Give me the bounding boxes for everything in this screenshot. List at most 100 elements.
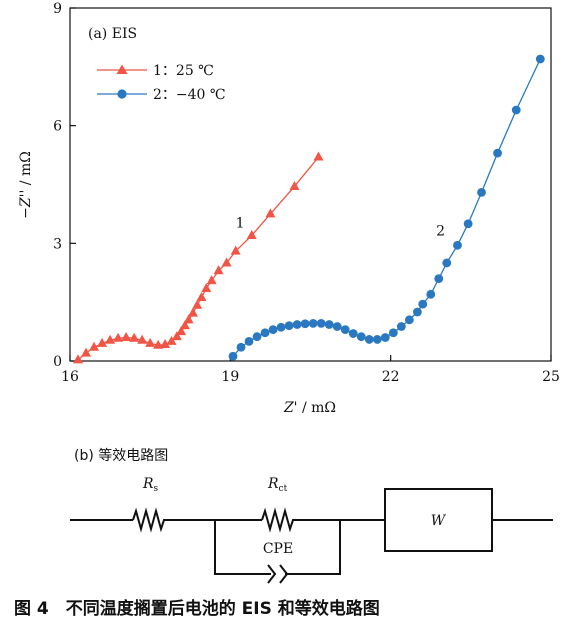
plot-frame [69,7,552,362]
series-1-point [145,337,156,347]
series-2-point [236,342,246,352]
series-2-point [300,319,310,329]
series-1-point [176,326,187,336]
resistor-rct-label-sub: ct [279,484,288,494]
series-1-point [97,337,108,347]
series-2-point [442,258,452,268]
series-2-point [356,332,366,342]
series-1-point [206,275,217,285]
series-2-point [463,219,473,229]
series-2-point [380,333,390,342]
warburg-label: W [431,513,447,529]
cpe-icon [267,564,289,584]
resistor-rs-label-main: R [142,476,154,492]
series-1-point [201,282,212,292]
series-2-point [477,187,486,197]
legend: 1：25 ℃ 2：−40 ℃ [97,63,226,103]
y-tick-label: 3 [53,236,62,252]
series-1-point [289,180,300,190]
series-label-1: 1 [236,216,245,232]
series-1-point [221,257,232,267]
series-label-2: 2 [436,223,445,239]
series-2-point [268,325,278,335]
series-2-point [434,274,444,284]
series-2-point [316,318,326,328]
series-1-point [313,151,324,161]
y-tick-label: 0 [53,354,62,370]
series-2-point [396,322,406,331]
series-2-point [260,328,270,338]
series-1-point [166,335,177,345]
series-2-point [308,318,318,328]
series-1-point [187,307,198,317]
resistor-rct-label-main: R [267,476,279,492]
series-2-point [276,322,286,332]
panel-title: (a) EIS [88,26,137,42]
series-2-point [412,307,422,317]
circuit-title: (b) 等效电路图 [74,447,168,464]
series-2-point [244,336,254,346]
series-1-point [137,334,148,344]
series-2-point [228,351,238,361]
series-2-point [493,148,502,158]
series-1-point [105,334,116,344]
resistor-rct-icon [261,507,296,533]
series-1-point [113,332,124,342]
legend-label-series-1: 1：25 ℃ [153,63,214,79]
series-1-point [183,314,194,324]
series-1-point [160,339,171,349]
series-1-point [192,299,203,309]
series-1-point [265,208,276,218]
x-axis-label: Z' / mΩ [283,400,336,416]
x-axis-label-main: Z' [283,400,298,416]
series-2-point [284,321,294,331]
series-1-point [153,339,164,349]
series-2-point [372,335,382,344]
series-1-point [81,347,92,357]
x-tick-label: 19 [221,369,239,385]
series-2-point [388,328,398,338]
series-2-point [511,105,521,115]
warburg-element-box [384,488,493,552]
legend-marker-series-2 [117,89,127,99]
axis-ticks: 16 19 22 25 0 3 6 9 [53,1,560,385]
resistor-rs-label-sub: s [154,484,159,494]
series-1-point [89,341,100,351]
x-tick-label: 25 [542,369,560,385]
series-2-point [252,332,262,342]
series-2-point [364,335,374,344]
series-2-point [535,54,545,64]
x-tick-label: 16 [61,369,79,385]
cpe-label: CPE [263,541,293,557]
y-axis-label-unit: / mΩ [18,151,34,190]
resistor-rs-icon [132,507,167,533]
series-1-point [171,331,182,341]
series-2-point [426,289,436,299]
x-axis-label-unit: / mΩ [298,400,337,416]
series-1-point [230,245,241,255]
equivalent-circuit: (b) 等效电路图 Rs Rct CPE W [70,447,553,584]
series-1-point [121,331,132,341]
series-2-point [418,299,428,309]
series-2-point [332,322,342,331]
y-axis-label-main: −Z'' [18,190,34,219]
series-1-point [246,229,257,239]
legend-label-series-2: 2：−40 ℃ [153,87,226,103]
y-tick-label: 6 [53,119,62,135]
circuit-wire-parallel [214,520,341,575]
series-2-point [348,329,358,338]
x-tick-label: 22 [382,369,400,385]
series-2-point [292,320,302,329]
y-axis-label: −Z'' / mΩ [18,151,34,219]
series-1-point [73,354,84,364]
series-2-point [404,315,414,325]
series-1-point [129,332,140,342]
series-1-point [179,320,190,330]
series-2-point [324,320,334,329]
resistor-rct-label: Rct [267,476,288,494]
series-2-point [340,325,350,335]
figure-caption: 图 4 不同温度搁置后电池的 EIS 和等效电路图 [14,598,380,619]
series-1-point [213,265,224,275]
